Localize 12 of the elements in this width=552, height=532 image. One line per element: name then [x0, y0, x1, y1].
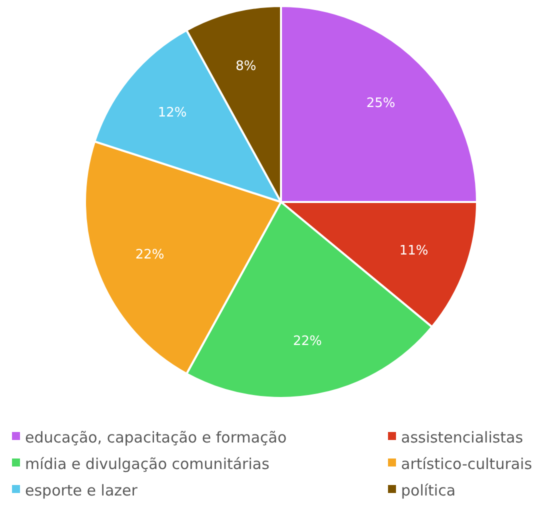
data-label: 12%: [158, 106, 187, 121]
legend-label: artístico-culturais: [401, 454, 532, 473]
data-label: 25%: [366, 96, 396, 111]
data-label: 11%: [399, 243, 428, 258]
legend-label: assistencialistas: [401, 428, 524, 446]
legend-label: educação, capacitação e formação: [25, 428, 287, 446]
legend-label: política: [401, 481, 456, 500]
legend-label: mídia e divulgação comunitárias: [25, 454, 270, 473]
legend-label: esporte e lazer: [25, 481, 138, 500]
data-label: 22%: [135, 248, 164, 262]
data-label: 8%: [236, 58, 256, 74]
data-label: 22%: [292, 334, 322, 350]
